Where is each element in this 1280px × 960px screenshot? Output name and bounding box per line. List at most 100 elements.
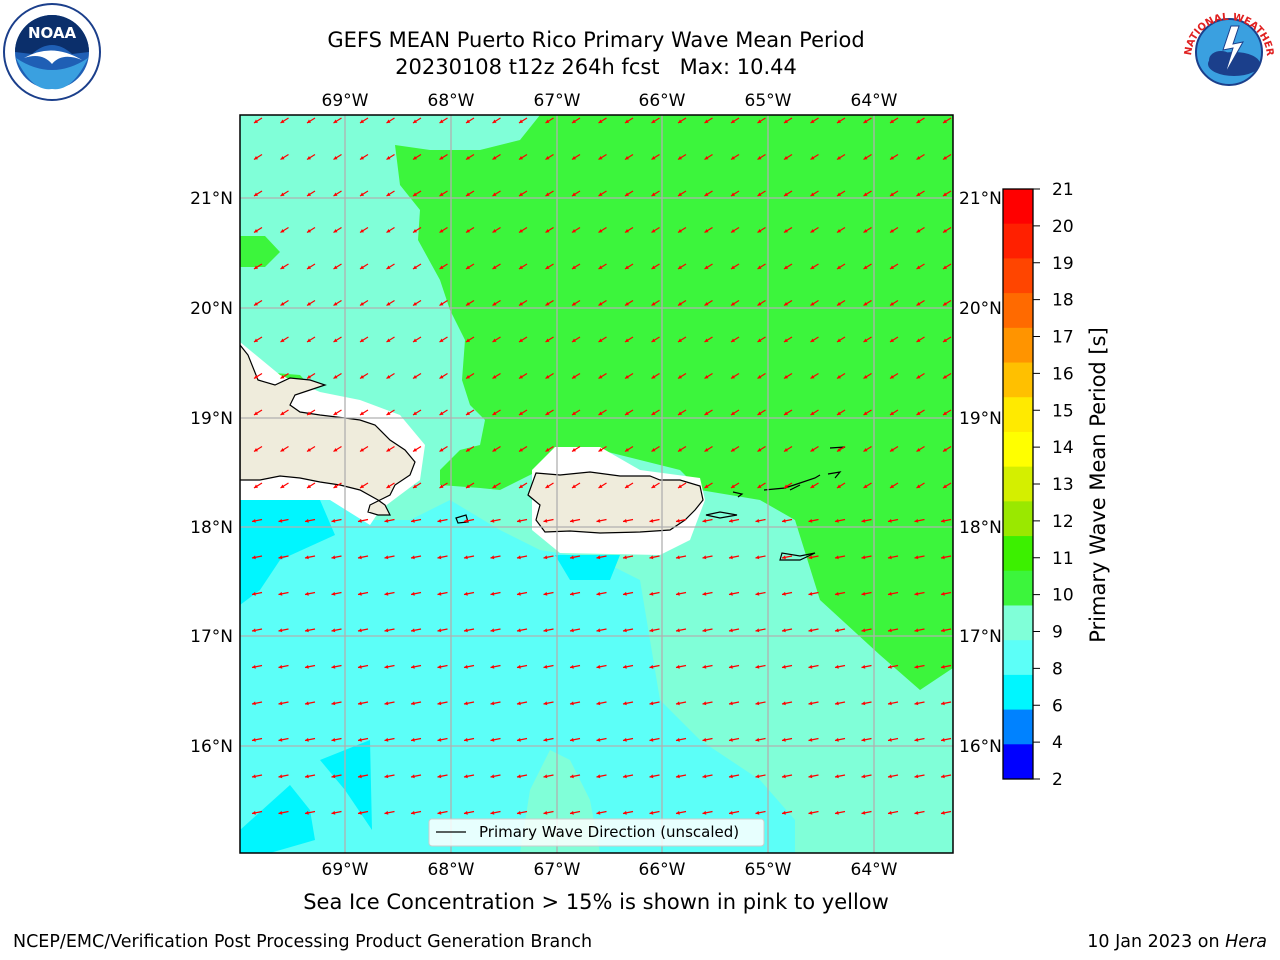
wave-arrow-head [280,448,285,452]
wave-arrow-head [439,156,444,160]
colorbar-tick-label: 12 [1052,512,1074,532]
wave-arrow-head [466,119,470,123]
lat-tick: 20°N [959,299,1002,319]
wave-arrow-head [651,265,656,269]
colorbar-tick-label: 17 [1052,328,1074,348]
wave-arrow-head [863,411,868,415]
wave-arrow-head [331,774,336,779]
wave-arrow-head [757,265,762,269]
wave-arrow-head [890,302,894,306]
wave-arrow-head [307,192,311,196]
wave-arrow-head [413,484,417,488]
wave-arrow-head [543,664,548,669]
wave-arrow-head [731,192,735,196]
wave-arrow-head [596,810,601,815]
wave-arrow-head [386,484,391,488]
wave-arrow-head [519,411,523,415]
wave-arrow-head [280,302,285,306]
wave-arrow-head [890,484,894,488]
lon-tick: 64°W [851,860,898,880]
wave-arrow-head [254,411,258,415]
wave-arrow-head [810,229,815,233]
wave-arrow-head [307,484,311,488]
wave-arrow-head [545,411,550,415]
wave-arrow-head [545,338,550,342]
wave-arrow-head [254,119,258,123]
wave-arrow-head [731,484,735,488]
wave-arrow-head [545,302,550,306]
wave-arrow-head [360,156,364,160]
colorbar-swatch [1003,501,1033,537]
wave-arrow-head [598,375,603,379]
wave-arrow-head [808,774,813,779]
wave-arrow-head [837,448,841,452]
wave-arrow-head [835,518,839,523]
wave-arrow-head [755,555,760,560]
wave-arrow-head [914,810,919,815]
wave-arrow-head [890,192,894,196]
lon-tick: 69°W [322,860,369,880]
lon-tick: 64°W [851,91,898,111]
wave-arrow-head [861,810,866,815]
wave-arrow-head [570,810,574,815]
wave-arrow-head [492,448,497,452]
colorbar: 21 20 19 18 17 16 15 14 13 12 11 10 9 8 6 4 2 Primary Wa… [1002,180,1110,790]
wave-arrow-head [439,484,444,488]
wave-arrow-head [676,518,680,523]
wave-arrow-head [413,302,417,306]
wave-arrow-head [598,302,603,306]
wave-arrow-head [358,591,362,596]
wave-arrow-head [464,591,468,596]
wave-arrow-head [466,448,470,452]
colorbar-tick-label: 11 [1052,549,1074,569]
wave-arrow-head [623,810,627,815]
wave-arrow-head [890,448,894,452]
lon-tick: 67°W [534,91,581,111]
wave-arrow-head [386,411,391,415]
wave-arrow-head [784,265,788,269]
wave-arrow-head [943,484,947,488]
wave-arrow-head [651,302,656,306]
wave-arrow-head [386,119,391,123]
wave-arrow-head [572,448,576,452]
wave-arrow-head [704,338,709,342]
wave-arrow-head [331,555,336,560]
wave-arrow-head [757,411,762,415]
wave-arrow-head [278,518,283,523]
wave-arrow-head [596,701,601,706]
wave-arrow-head [252,518,256,523]
wave-arrow-head [916,302,921,306]
wave-arrow-head [731,411,735,415]
wave-arrow-head [519,338,523,342]
wave-arrow-head [835,628,839,633]
lat-tick: 16°N [190,737,233,757]
wave-arrow-head [464,774,468,779]
wave-arrow-head [702,555,707,560]
wave-arrow-head [704,302,709,306]
wave-arrow-head [466,229,470,233]
wave-arrow-head [729,810,733,815]
wave-arrow-head [278,774,283,779]
wave-arrow-head [280,265,285,269]
wave-arrow-head [863,265,868,269]
hispaniola-land [240,344,416,516]
wave-arrow-head [519,265,523,269]
map-frame [239,114,954,854]
wave-arrow-head [519,229,523,233]
wave-arrow-head [543,701,548,706]
wave-arrow-head [623,774,627,779]
wave-arrow-head [439,375,444,379]
colorbar-swatch [1003,431,1033,468]
colorbar-label: Primary Wave Mean Period [s] [1086,327,1110,643]
wave-arrow-head [782,518,786,523]
wave-arrow-head [572,119,576,123]
wave-arrow-head [437,591,442,596]
wave-arrow-head [360,265,364,269]
wave-arrow-head [439,302,444,306]
wave-arrow-head [729,737,733,742]
wave-arrow-head [252,737,256,742]
wave-arrow-head [307,302,311,306]
wave-arrow-head [678,265,682,269]
wave-arrow-head [916,375,921,379]
wave-arrow-head [411,591,415,596]
